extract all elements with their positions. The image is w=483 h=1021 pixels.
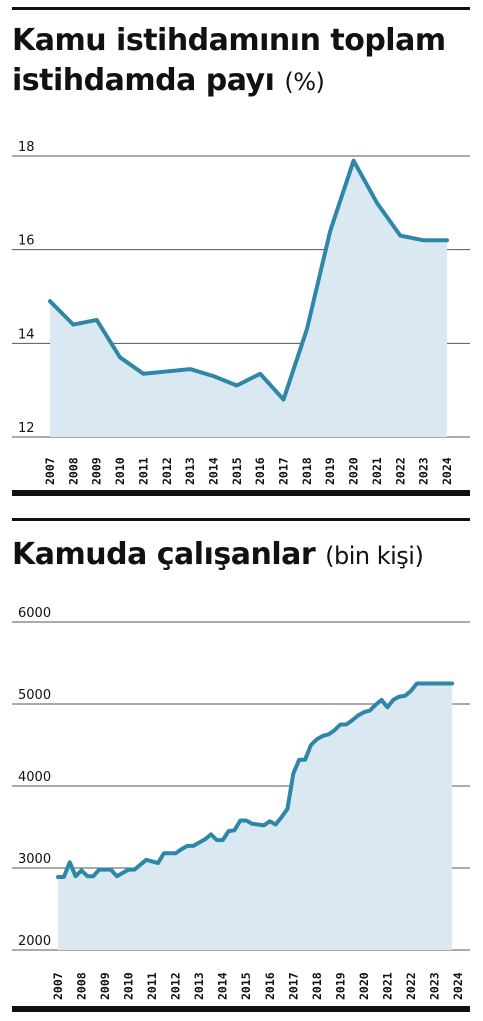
x-tick-label: 2008 (66, 457, 80, 485)
x-tick-label: 2018 (300, 457, 314, 485)
x-tick-label: 2010 (113, 457, 127, 485)
bottom-rule-1 (12, 490, 470, 496)
x-tick-label: 2011 (145, 972, 159, 1000)
x-tick-label: 2017 (286, 972, 300, 1000)
y-tick-label: 16 (18, 234, 35, 249)
x-tick-label: 2021 (380, 972, 394, 1000)
series-line (48, 158, 449, 402)
x-tick-label: 2015 (239, 972, 253, 1000)
x-tick-label: 2023 (427, 972, 441, 1000)
y-tick-label: 12 (18, 421, 35, 436)
chart-1-title: Kamu istihdamının toplam istihdamda payı… (12, 21, 446, 102)
x-tick-label: 2022 (393, 457, 407, 485)
y-tick-label: 5000 (18, 688, 51, 703)
bottom-rule-2 (12, 1006, 470, 1012)
series-area (58, 683, 453, 950)
x-tick-label: 2021 (370, 457, 384, 485)
chart-1-unit: (%) (284, 68, 325, 96)
chart-2-title-text: Kamuda çalışanlar (12, 537, 316, 572)
chart-1-title-line1: Kamu istihdamının toplam (12, 23, 446, 58)
x-tick-label: 2022 (404, 972, 418, 1000)
x-tick-label: 2017 (277, 457, 291, 485)
x-tick-label: 2014 (206, 457, 220, 485)
x-tick-label: 2014 (216, 972, 230, 1000)
x-tick-label: 2015 (230, 457, 244, 485)
x-tick-label: 2024 (451, 972, 465, 1000)
x-tick-label: 2016 (253, 457, 267, 485)
x-tick-label: 2018 (310, 972, 324, 1000)
chart-2-title: Kamuda çalışanlar (bin kişi) (12, 535, 424, 576)
x-tick-label: 2009 (98, 972, 112, 1000)
x-tick-label: 2012 (160, 457, 174, 485)
x-tick-label: 2008 (75, 972, 89, 1000)
x-tick-label: 2009 (90, 457, 104, 485)
series-line (56, 681, 455, 880)
x-tick-label: 2020 (347, 457, 361, 485)
x-tick-label: 2007 (51, 972, 65, 1000)
x-tick-label: 2012 (169, 972, 183, 1000)
y-tick-label: 6000 (18, 606, 51, 621)
y-tick-label: 2000 (18, 934, 51, 949)
x-tick-label: 2011 (136, 457, 150, 485)
x-tick-label: 2019 (333, 972, 347, 1000)
x-tick-label: 2019 (323, 457, 337, 485)
y-tick-label: 18 (18, 140, 35, 155)
y-tick-label: 4000 (18, 770, 51, 785)
chart-2-unit: (bin kişi) (325, 542, 424, 570)
x-tick-label: 2010 (122, 972, 136, 1000)
y-tick-label: 3000 (18, 852, 51, 867)
x-tick-label: 2007 (43, 457, 57, 485)
x-tick-label: 2024 (440, 457, 454, 485)
top-rule-2 (12, 518, 470, 521)
chart-2-plot: 6000 5000 4000 3000 2000 2007 2008 2009 2010 2011… (12, 606, 470, 1000)
x-tick-label: 2013 (192, 972, 206, 1000)
chart-1-plot: 18 16 14 12 2007 2008 2009 2010 2011 2012 2013 2014… (12, 140, 470, 485)
top-rule-1 (12, 7, 470, 10)
x-tick-label: 2013 (183, 457, 197, 485)
x-tick-label: 2016 (263, 972, 277, 1000)
series-area (50, 160, 447, 437)
chart-1-title-line2: istihdamda payı (12, 63, 275, 98)
y-tick-label: 14 (18, 327, 35, 342)
x-tick-label: 2023 (417, 457, 431, 485)
x-tick-label: 2020 (357, 972, 371, 1000)
